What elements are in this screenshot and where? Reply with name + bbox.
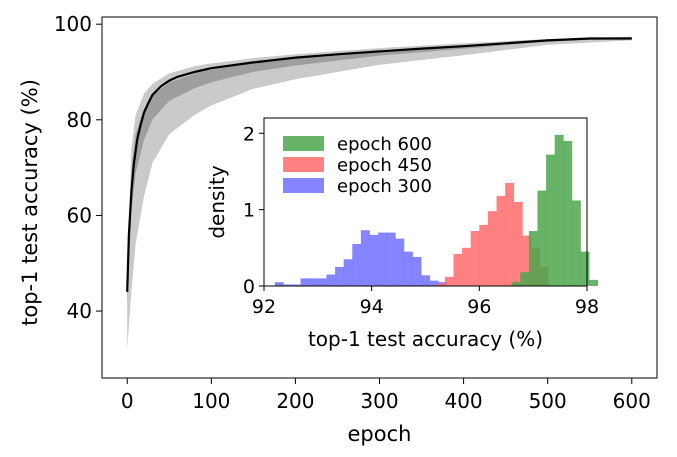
x-tick-label: 100 [192, 389, 230, 413]
y-tick-label: 40 [67, 299, 92, 323]
histogram-bar [386, 232, 396, 286]
histogram-bar [537, 190, 547, 286]
histogram-bar [343, 259, 353, 286]
histogram-bar [309, 278, 319, 286]
y-tick-label: 100 [54, 12, 92, 36]
x-tick-label: 300 [360, 389, 398, 413]
legend-label: epoch 600 [337, 134, 432, 155]
inset-y-tick-label: 1 [243, 200, 255, 222]
histogram-bar [571, 200, 581, 286]
histogram-bar [274, 282, 284, 286]
histogram-bar [352, 244, 362, 286]
histogram-bar [326, 274, 336, 286]
histogram-bar [462, 247, 472, 286]
histogram-bar [580, 251, 590, 286]
histogram-bar [487, 211, 497, 286]
histogram-bar [528, 231, 538, 286]
inset-x-tick-label: 96 [467, 296, 491, 318]
inset-x-axis-label: top-1 test accuracy (%) [308, 327, 543, 351]
histogram-bar [505, 182, 515, 286]
histogram-bar [470, 231, 480, 286]
histogram-bar [421, 275, 431, 286]
histogram-bar [589, 279, 599, 286]
histogram-bar [300, 278, 310, 286]
x-tick-label: 200 [276, 389, 314, 413]
histogram-bar [520, 272, 530, 286]
histogram-bar [522, 235, 532, 286]
inset-plot: 92 94 96 98 0 1 2 top-1 test accuracy (%) densit… [200, 112, 599, 362]
mean-accuracy-line [126, 37, 632, 292]
inset-y-tick-label: 2 [243, 123, 255, 145]
histogram-bar [360, 230, 370, 286]
histogram-bar [436, 283, 446, 286]
x-tick-label: 600 [613, 389, 651, 413]
histogram-bar [513, 202, 523, 286]
inset-axes-frame [263, 117, 588, 287]
histogram-bar [378, 232, 388, 286]
histogram-bar [395, 238, 405, 286]
legend-label: epoch 450 [337, 155, 432, 176]
main-plot: 0 100 200 300 400 500 600 40 60 80 100 epoch top-1 t… [18, 12, 658, 446]
inset-x-tick-label: 94 [360, 296, 384, 318]
histogram-bar [453, 253, 463, 286]
histogram-bar [496, 195, 506, 286]
histogram-bar [554, 134, 564, 286]
legend-swatch [283, 136, 324, 151]
histogram-bar [444, 276, 454, 286]
inset-y-axis-label: density [205, 165, 229, 238]
histogram-bar [412, 256, 422, 286]
y-axis-label: top-1 test accuracy (%) [18, 79, 42, 326]
legend-label: epoch 300 [337, 176, 432, 197]
inset-x-tick-label: 98 [575, 296, 599, 318]
x-tick-label: 400 [444, 389, 482, 413]
histogram-bar [335, 266, 344, 286]
legend-swatch [283, 178, 324, 193]
y-tick-label: 80 [67, 108, 92, 132]
x-tick-label: 500 [529, 389, 567, 413]
legend-swatch [283, 157, 324, 172]
histogram-bar [403, 251, 413, 286]
x-tick-label: 0 [121, 389, 134, 413]
y-tick-label: 60 [67, 203, 92, 227]
histogram-bar [479, 224, 489, 286]
histogram-bar [563, 140, 573, 286]
histogram-bar [317, 278, 327, 286]
inset-x-tick-label: 92 [252, 296, 276, 318]
inset-y-tick-label: 0 [243, 276, 255, 298]
histogram-bar [429, 280, 439, 286]
histogram-bar [511, 282, 521, 286]
x-axis-label: epoch [348, 422, 412, 446]
histogram-bar [546, 154, 555, 286]
histogram-bar [291, 284, 301, 286]
histogram-bar [283, 284, 293, 286]
histogram-bar [369, 234, 379, 286]
